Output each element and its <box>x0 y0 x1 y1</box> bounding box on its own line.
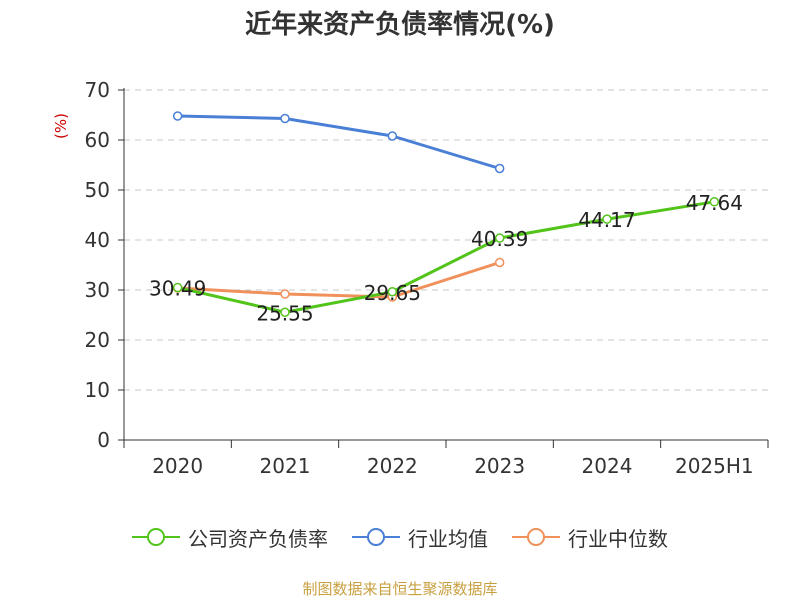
data-label: 29.65 <box>364 281 421 305</box>
data-point <box>280 289 290 299</box>
x-tick-label: 2021 <box>260 454 311 478</box>
source-note: 制图数据来自恒生聚源数据库 <box>302 580 498 598</box>
data-label: 47.64 <box>686 191 743 215</box>
data-point <box>280 113 290 124</box>
data-label: 44.17 <box>578 208 635 232</box>
legend-marker-industry-mean <box>352 528 400 546</box>
x-tick-label: 2025H1 <box>675 454 754 478</box>
data-point <box>172 111 183 121</box>
data-label: 25.55 <box>256 301 313 325</box>
data-point <box>280 307 290 317</box>
series <box>172 111 720 317</box>
legend: 公司资产负债率 行业均值 行业中位数 <box>0 520 800 554</box>
y-tick-label: 20 <box>85 328 110 352</box>
x-tick-label: 2020 <box>152 454 203 478</box>
y-tick-label: 60 <box>85 128 110 152</box>
data-point <box>494 233 505 243</box>
axes: 0 10 20 30 40 50 60 70 2020 2021 2022 2023 2024 2025H… <box>85 78 769 478</box>
legend-item-industry-mean[interactable]: 行业均值 <box>352 523 488 552</box>
y-axis-label: (%) <box>52 113 70 139</box>
series-line <box>177 261 501 299</box>
data-point <box>172 282 183 293</box>
x-tick-label: 2024 <box>582 454 633 478</box>
data-label: 30.49 <box>149 277 206 301</box>
y-tick-label: 50 <box>85 178 110 202</box>
data-point <box>494 163 505 174</box>
chart-plot: 0 10 20 30 40 50 60 70 2020 2021 2022 2023 2024 2025H… <box>52 78 769 478</box>
legend-item-industry-median[interactable]: 行业中位数 <box>512 523 668 552</box>
data-label: 40.39 <box>471 227 528 251</box>
series-line <box>177 200 715 314</box>
legend-marker-industry-median <box>512 528 560 546</box>
legend-item-company[interactable]: 公司资产负债率 <box>132 523 328 552</box>
y-tick-label: 70 <box>85 78 110 102</box>
data-point <box>387 287 398 297</box>
grid-lines <box>124 89 768 391</box>
data-point <box>602 214 612 224</box>
legend-marker-company <box>132 528 180 546</box>
x-tick-label: 2023 <box>474 454 525 478</box>
chart-title: 近年来资产负债率情况(%) <box>245 10 555 40</box>
y-tick-label: 40 <box>85 228 110 252</box>
x-tick-label: 2022 <box>367 454 418 478</box>
y-tick-label: 0 <box>97 428 110 452</box>
y-tick-label: 10 <box>85 378 110 402</box>
data-labels: 30.49 25.55 29.65 40.39 44.17 47.64 <box>149 191 743 325</box>
data-point <box>387 131 398 141</box>
series-line <box>177 114 501 170</box>
legend-label-company: 公司资产负债率 <box>188 526 328 551</box>
legend-label-industry-median: 行业中位数 <box>568 526 668 551</box>
legend-label-industry-mean: 行业均值 <box>408 526 488 551</box>
data-point <box>494 257 505 268</box>
y-tick-label: 30 <box>85 278 110 302</box>
data-point <box>709 197 720 207</box>
